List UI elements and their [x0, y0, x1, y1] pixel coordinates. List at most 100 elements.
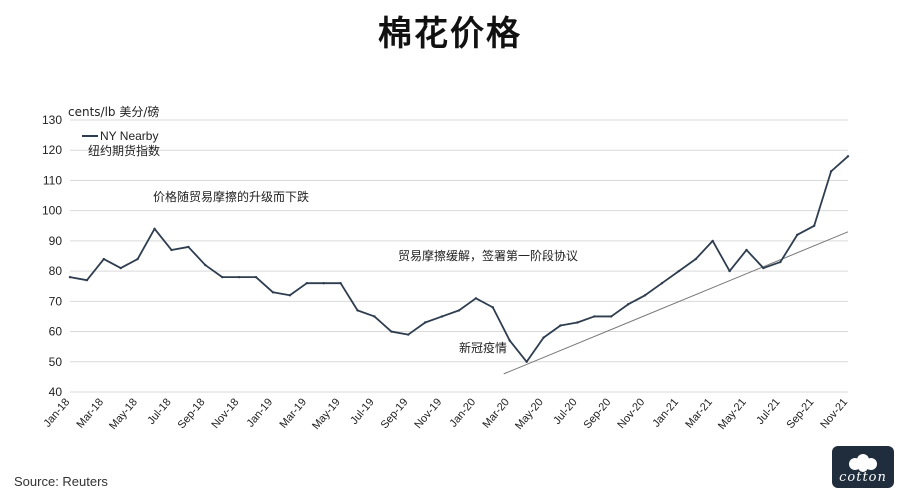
- chart-title: 棉花价格: [378, 14, 522, 54]
- x-tick-label: Jan-20: [447, 396, 478, 429]
- data-point: [305, 282, 308, 285]
- data-point: [136, 257, 139, 261]
- x-tick-label: Sep-18: [176, 396, 208, 431]
- data-point: [491, 306, 495, 309]
- cotton-boll-icon: [849, 454, 877, 472]
- data-point: [576, 321, 579, 324]
- data-point: [796, 233, 799, 237]
- x-tick-label: May-20: [513, 396, 546, 432]
- data-point: [339, 282, 342, 285]
- data-point: [542, 336, 545, 339]
- data-point: [440, 315, 444, 318]
- data-point: [390, 330, 393, 333]
- data-point: [170, 248, 173, 252]
- x-tick-label: Nov-20: [615, 396, 647, 431]
- data-point: [829, 170, 833, 173]
- data-point: [812, 224, 816, 227]
- data-point: [846, 155, 850, 158]
- x-tick-label: Mar-18: [75, 396, 107, 430]
- data-point: [457, 309, 461, 312]
- x-tick-label: Jan-21: [650, 396, 681, 429]
- x-tick-label: Jul-18: [145, 396, 173, 427]
- x-tick-label: Sep-19: [379, 396, 411, 431]
- legend-sublabel: 纽约期货指数: [88, 143, 160, 158]
- data-point: [474, 297, 478, 300]
- data-point: [525, 360, 528, 363]
- x-tick-label: May-18: [107, 396, 140, 432]
- annotation-label: 价格随贸易摩擦的升级而下跌: [153, 189, 309, 204]
- x-tick-label: Jan-18: [41, 396, 72, 429]
- x-tick-label: Mar-21: [683, 396, 715, 430]
- data-point: [237, 275, 241, 279]
- data-point: [423, 321, 427, 324]
- cotton-logo: cotton: [832, 446, 894, 488]
- data-point: [728, 269, 731, 273]
- y-tick-label: 100: [42, 204, 62, 218]
- y-tick-label: 40: [49, 385, 63, 399]
- data-point: [508, 339, 511, 342]
- data-point: [356, 309, 359, 312]
- y-tick-label: 110: [43, 173, 62, 187]
- source-note: Source: Reuters: [14, 474, 108, 489]
- annotation-label: 贸易摩擦缓解，签署第一阶段协议: [398, 248, 578, 263]
- data-point: [322, 282, 325, 285]
- data-point: [711, 239, 714, 243]
- data-point: [119, 266, 122, 270]
- x-tick-label: Nov-19: [412, 396, 444, 431]
- data-point: [745, 248, 748, 252]
- x-tick-label: Nov-21: [818, 396, 850, 431]
- y-tick-label: 120: [42, 143, 62, 157]
- x-tick-label: May-21: [716, 396, 749, 432]
- y-tick-label: 130: [42, 113, 62, 127]
- data-point: [660, 282, 664, 285]
- y-axis: 40 50 60 70 80 90 100 110 120 130: [42, 113, 62, 399]
- grid-lines: [70, 119, 848, 393]
- x-axis: Jan-18 Mar-18 May-18 Jul-18 Sep-18 Nov-18 Jan-…: [41, 396, 850, 432]
- data-point: [254, 275, 258, 279]
- data-point: [694, 257, 697, 261]
- x-tick-label: Sep-20: [582, 396, 614, 431]
- data-point: [85, 278, 89, 282]
- trend-line: [503, 231, 849, 375]
- data-point: [271, 291, 275, 294]
- data-point: [187, 245, 190, 249]
- x-tick-label: Mar-19: [277, 396, 309, 430]
- y-tick-label: 60: [49, 325, 63, 339]
- y-tick-label: 80: [49, 264, 63, 278]
- data-point: [677, 269, 681, 273]
- data-point: [643, 294, 647, 297]
- annotation-label: 新冠疫情: [459, 340, 507, 355]
- data-point: [762, 266, 765, 270]
- data-point: [407, 333, 410, 336]
- data-point: [626, 303, 630, 306]
- y-tick-label: 90: [49, 234, 63, 248]
- data-point: [593, 315, 596, 318]
- trend-line-group: [503, 231, 849, 375]
- data-point: [221, 275, 224, 279]
- x-tick-label: Mar-20: [480, 396, 512, 430]
- x-tick-label: May-19: [310, 396, 343, 432]
- data-point: [102, 257, 106, 261]
- data-point: [288, 294, 292, 297]
- x-tick-label: Jul-19: [348, 396, 376, 427]
- y-axis-label: cents/lb 美分/磅: [68, 104, 159, 119]
- x-tick-label: Jan-19: [244, 396, 275, 429]
- y-tick-label: 70: [49, 294, 63, 308]
- data-point: [373, 315, 376, 318]
- data-point: [779, 260, 782, 264]
- logo-text: cotton: [839, 470, 887, 485]
- legend-label: NY Nearby: [100, 129, 158, 143]
- x-tick-label: Nov-18: [209, 396, 241, 431]
- data-point: [204, 263, 207, 267]
- data-point: [610, 315, 613, 318]
- x-tick-label: Jul-21: [754, 396, 782, 427]
- data-point: [68, 275, 72, 279]
- series-group: [68, 155, 850, 363]
- data-point: [153, 227, 156, 230]
- data-point: [559, 324, 562, 327]
- x-tick-label: Jul-20: [551, 396, 579, 427]
- x-tick-label: Sep-21: [784, 396, 816, 431]
